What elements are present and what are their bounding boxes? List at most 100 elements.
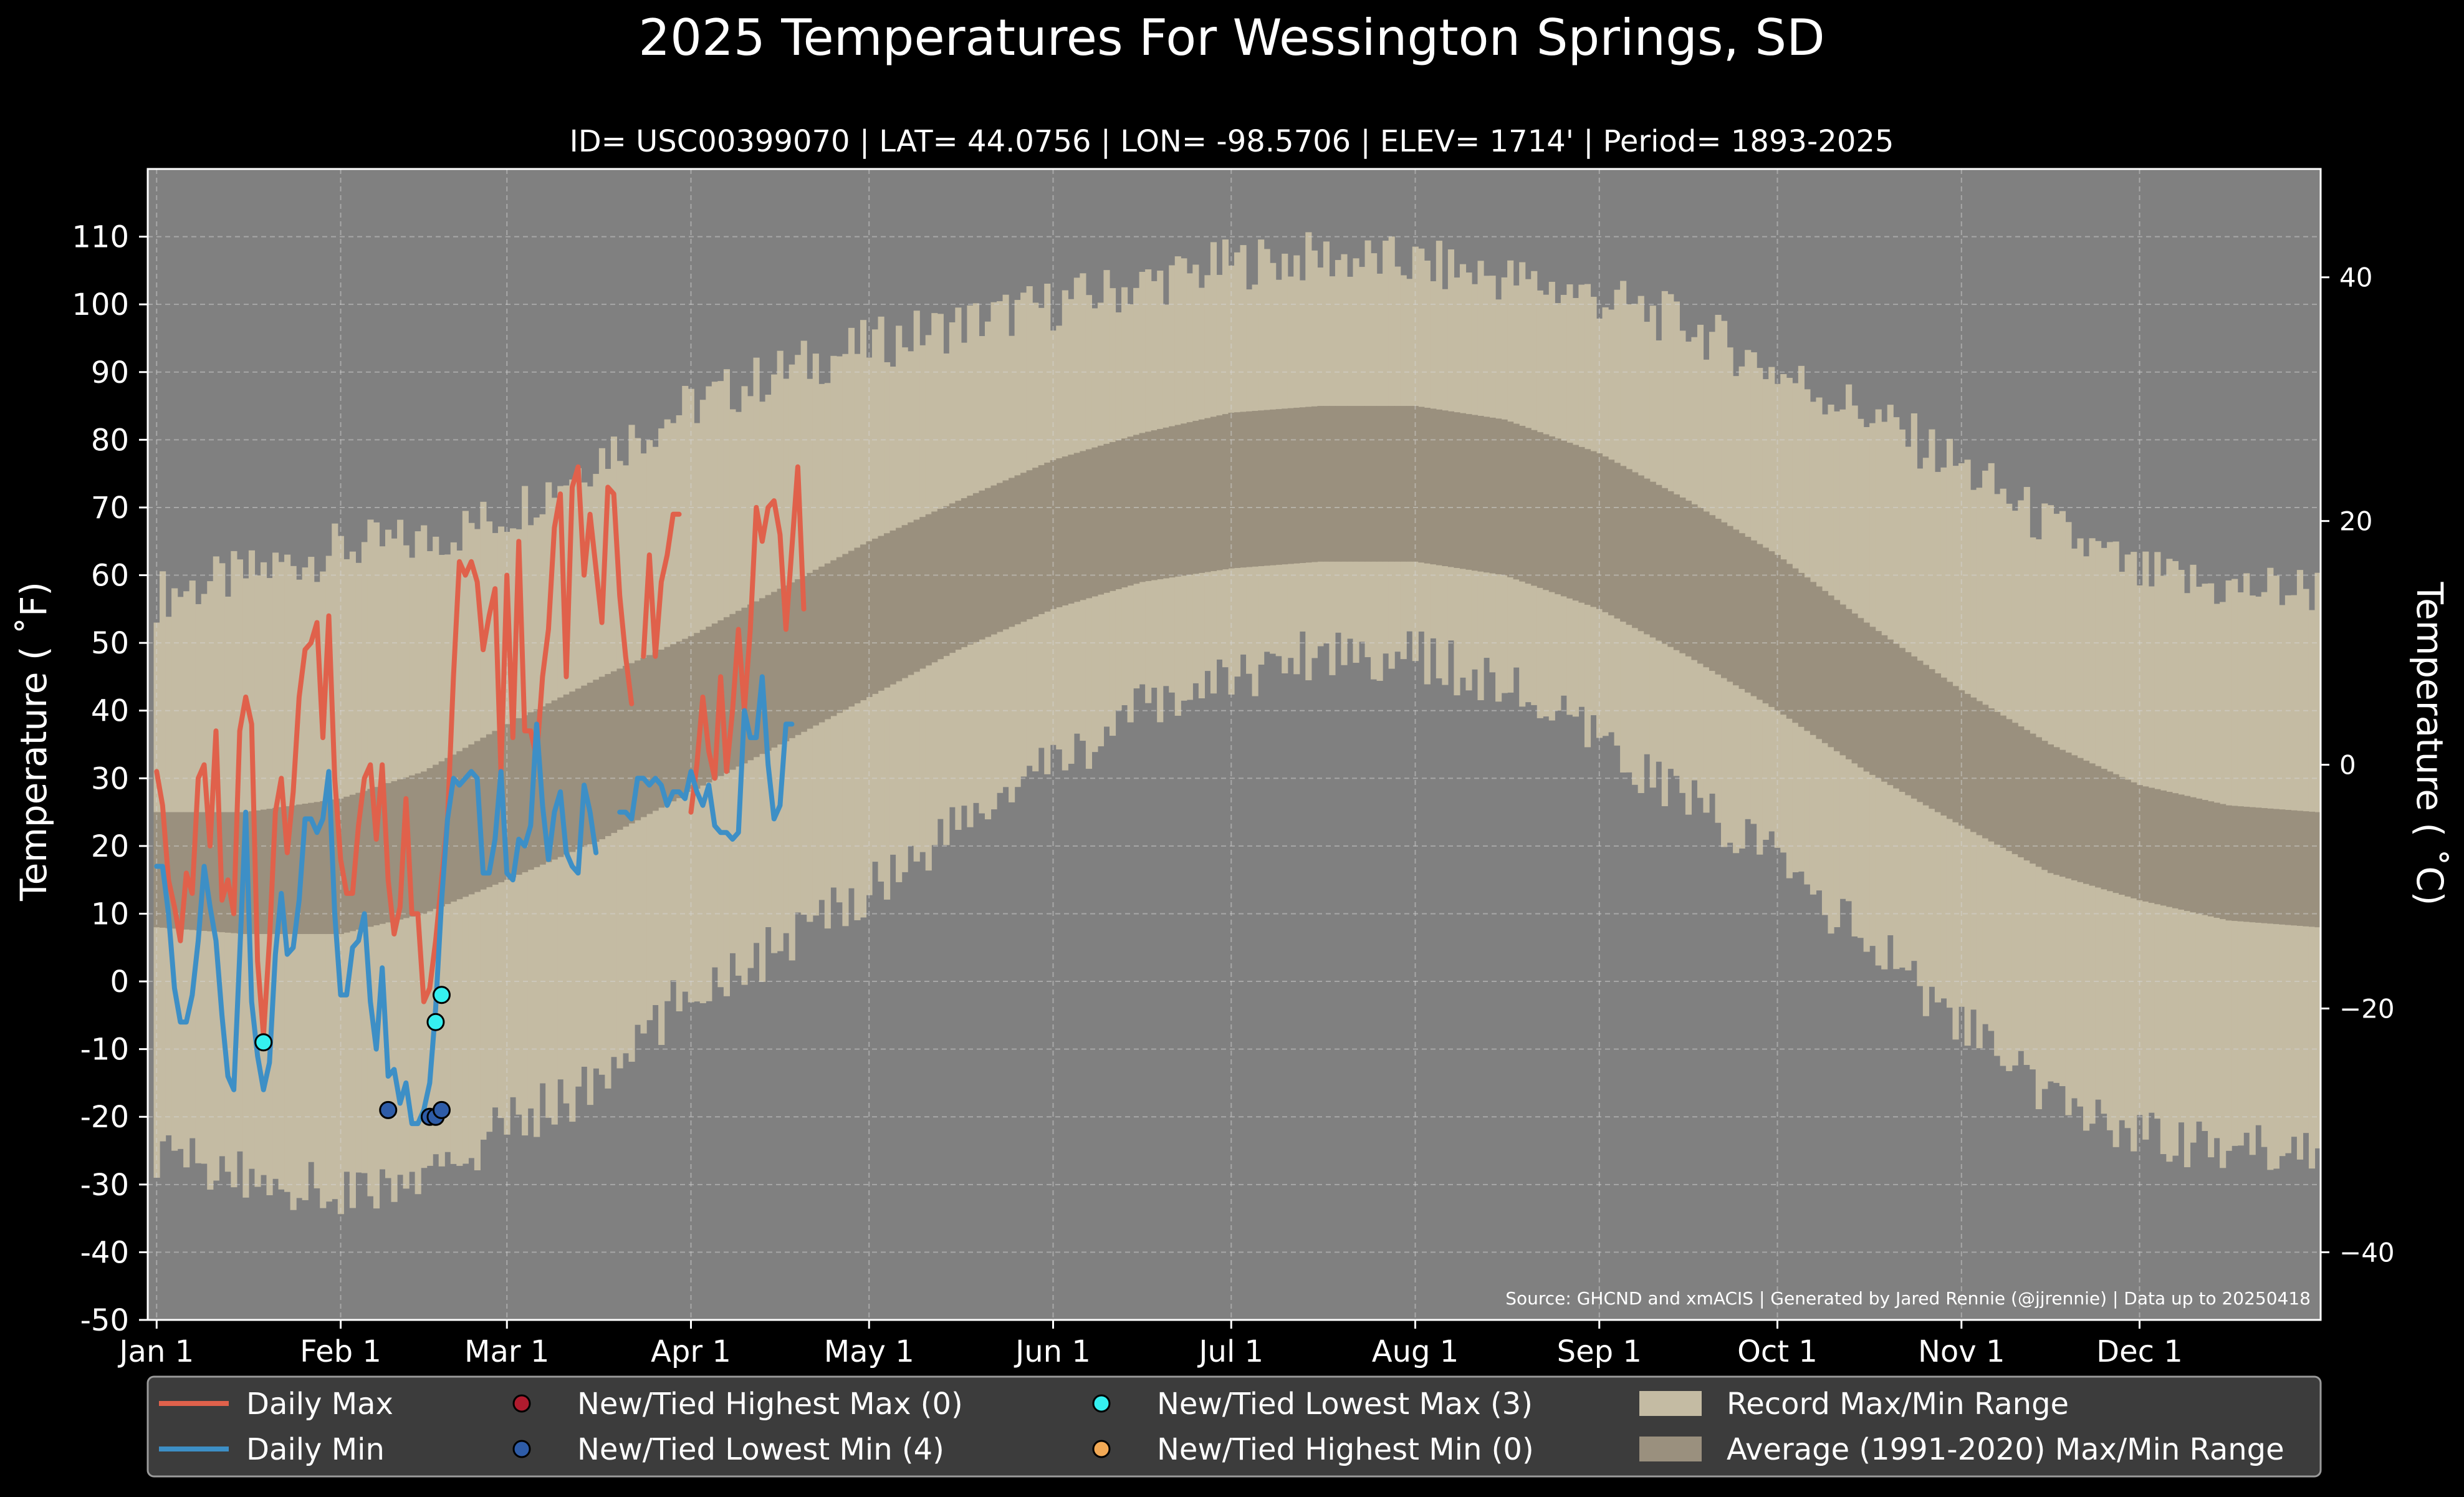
normal-range-bar: [1204, 418, 1211, 572]
normal-range-bar: [2160, 790, 2167, 906]
normal-range-bar: [1442, 410, 1449, 567]
normal-range-bar: [664, 647, 671, 805]
normal-range-bar: [1536, 432, 1543, 588]
normal-range-bar: [272, 807, 279, 935]
normal-range-bar: [1210, 416, 1217, 572]
normal-range-bar: [409, 775, 416, 917]
marker-lowest-min: [379, 1100, 398, 1119]
normal-range-bar: [1715, 519, 1722, 675]
normal-range-bar: [2284, 809, 2291, 925]
normal-range-bar: [1400, 406, 1407, 562]
normal-range-bar: [2195, 798, 2203, 914]
normal-range-bar: [1009, 478, 1015, 627]
normal-range-bar: [807, 572, 813, 729]
normal-range-bar: [1026, 470, 1033, 620]
series-line-daily-max: [688, 464, 807, 815]
normal-range-bar: [1240, 412, 1247, 568]
normal-range-bar: [955, 501, 962, 650]
x-tick-label: Aug 1: [1372, 1334, 1459, 1369]
normal-range-bar: [1858, 618, 1864, 768]
normal-range-bar: [1697, 508, 1704, 664]
normal-range-bar: [2154, 789, 2161, 905]
normal-range-bar: [1091, 447, 1098, 597]
normal-range-bar: [1519, 425, 1526, 582]
normal-range-bar: [213, 812, 219, 932]
y-tick-label: 80: [91, 423, 129, 458]
legend-swatch-dot: [512, 1394, 531, 1413]
normal-range-bar: [1531, 430, 1538, 586]
y-tick-label: -50: [80, 1303, 129, 1338]
plot-frame: [146, 168, 2322, 1321]
normal-range-bar: [557, 697, 564, 857]
normal-range-bar: [2261, 808, 2268, 923]
normal-range-bar: [1353, 406, 1359, 562]
normal-range-bar: [878, 536, 884, 691]
normal-range-bar: [1887, 639, 1894, 786]
normal-range-bar: [2243, 806, 2250, 922]
normal-range-bar: [224, 812, 231, 933]
normal-range-bar: [2077, 758, 2084, 882]
normal-range-bar: [2166, 792, 2173, 907]
y-tick-label: -30: [80, 1168, 129, 1203]
legend-label: New/Tied Highest Min (0): [1157, 1432, 1534, 1467]
normal-range-bar: [1661, 488, 1668, 644]
normal-range-bar: [1910, 656, 1917, 799]
normal-range-bar: [1050, 460, 1057, 609]
normal-range-bar: [961, 498, 967, 647]
normal-range-bar: [2101, 769, 2107, 890]
normal-range-bar: [1085, 449, 1093, 599]
normal-range-bar: [1757, 544, 1763, 700]
normal-range-bar: [2184, 796, 2191, 912]
normal-range-bar: [1192, 420, 1199, 574]
normal-range-bar: [1750, 540, 1757, 696]
normal-range-bar: [800, 575, 807, 732]
normal-range-bar: [1584, 449, 1591, 605]
normal-range-bar: [314, 802, 320, 935]
chart-title: 2025 Temperatures For Wessington Springs…: [638, 9, 1825, 67]
x-tick-label: Jun 1: [1014, 1334, 1091, 1369]
normal-range-bar: [492, 731, 499, 885]
normal-range-bar: [2213, 802, 2220, 918]
normal-range-bar: [1958, 690, 1965, 826]
legend-swatch-dot: [1092, 1440, 1111, 1458]
normal-range-bar: [598, 676, 605, 840]
normal-range-bar: [1471, 415, 1479, 571]
normal-range-bar: [575, 688, 582, 850]
normal-range-bar: [2303, 811, 2309, 927]
normal-range-bar: [2053, 747, 2060, 875]
normal-range-bar: [765, 595, 772, 751]
normal-range-bar: [2273, 809, 2279, 925]
normal-range-bar: [646, 655, 653, 814]
normal-range-bar: [2018, 726, 2025, 857]
normal-range-bar: [1934, 673, 1942, 812]
normal-range-bar: [1922, 665, 1929, 806]
normal-range-bar: [1287, 408, 1294, 564]
normal-range-bar: [1371, 406, 1378, 562]
normal-range-bar: [605, 674, 611, 836]
normal-range-bar: [1115, 440, 1122, 589]
y-tick-label: -40: [80, 1235, 129, 1270]
normal-range-bar: [676, 641, 683, 799]
normal-range-bar: [236, 812, 243, 934]
normal-range-bar: [1940, 677, 1947, 816]
chart-subtitle: ID= USC00399070 | LAT= 44.0756 | LON= -9…: [570, 124, 1894, 159]
normal-range-bar: [640, 658, 647, 817]
y-tick-label: 70: [91, 491, 129, 526]
normal-range-bar: [2065, 753, 2072, 879]
normal-range-bar: [1685, 501, 1692, 657]
normal-range-bar: [1917, 660, 1924, 802]
series-line-daily-min: [617, 674, 795, 842]
y-tick-label-right: 40: [2339, 262, 2372, 293]
normal-range-bar: [1103, 443, 1110, 593]
normal-range-bar: [1068, 455, 1075, 604]
normal-range-bar: [2225, 805, 2232, 921]
normal-range-bar: [908, 522, 914, 675]
normal-range-bar: [195, 812, 202, 931]
normal-range-bar: [325, 800, 332, 935]
normal-range-bar: [1703, 511, 1710, 668]
normal-range-bar: [1804, 577, 1811, 731]
normal-range-bar: [836, 557, 843, 713]
normal-range-bar: [1477, 415, 1484, 572]
normal-range-bar: [2237, 806, 2244, 922]
legend-label: Record Max/Min Range: [1727, 1387, 2069, 1422]
